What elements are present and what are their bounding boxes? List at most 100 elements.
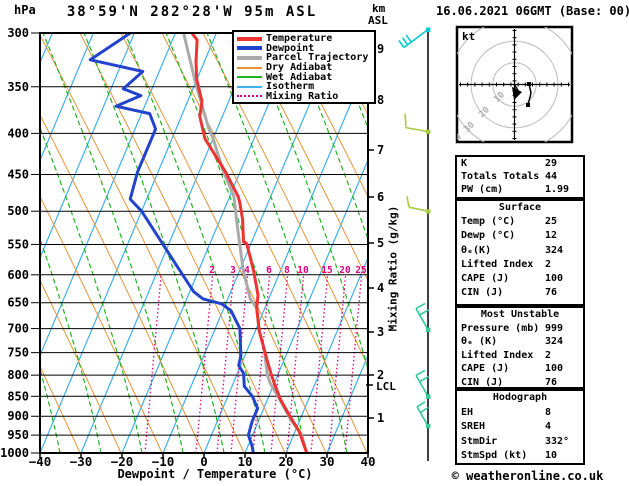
footer-credit: © weatheronline.co.uk bbox=[451, 469, 604, 483]
indices-table-main: K 29 Totals Totals 44 PW (cm) 1.99 bbox=[455, 155, 585, 199]
chart-legend: Temperature Dewpoint Parcel Trajectory Dry … bbox=[232, 30, 376, 105]
km-axis: 9 8 7 6 5 4 3 2 1 LCL bbox=[366, 42, 396, 425]
table-row: Totals Totals 44 bbox=[457, 170, 583, 183]
table-row: CIN (J) 76 bbox=[457, 286, 583, 300]
hodograph-ring-label: 40 bbox=[449, 132, 464, 147]
table-row: K 29 bbox=[457, 157, 583, 170]
table-row-label: SREH bbox=[461, 421, 486, 432]
mixing-ratio-value-label: 25 bbox=[355, 265, 367, 276]
legend-label: Dewpoint bbox=[266, 42, 315, 54]
mixing-ratio-labels: 2 3 4 6 8 10 15 20 25 bbox=[209, 265, 367, 276]
table-row: Lifted Index 2 bbox=[457, 349, 583, 363]
legend-item: Parcel Trajectory bbox=[237, 53, 374, 63]
table-row-value: 76 bbox=[545, 287, 558, 299]
pressure-unit-label: hPa bbox=[14, 3, 36, 17]
mixing-ratio-value-label: 8 bbox=[284, 265, 290, 276]
temperature-tick-label: 20 bbox=[278, 454, 293, 469]
table-row: CAPE (J) 100 bbox=[457, 362, 583, 376]
legend-label: Mixing Ratio bbox=[266, 90, 339, 102]
table-row-label: θₑ (K) bbox=[461, 336, 498, 347]
legend-item: Temperature bbox=[237, 34, 374, 44]
dry-adiabat-lines bbox=[40, 33, 368, 453]
legend-swatch-isotherm bbox=[237, 85, 262, 88]
table-row-label: Temp (°C) bbox=[461, 216, 516, 228]
table-row: Dewp (°C) 12 bbox=[457, 229, 583, 243]
altitude-ref-label: ASL bbox=[368, 14, 388, 27]
table-row-label: θₑ(K) bbox=[461, 244, 492, 256]
pressure-tick-label: 900 bbox=[7, 409, 29, 423]
pressure-tick-label: 550 bbox=[7, 237, 29, 251]
pressure-tick-label: 500 bbox=[7, 204, 29, 218]
table-row: StmSpd (kt) 10 bbox=[457, 449, 583, 464]
temperature-tick-label: 40 bbox=[360, 454, 375, 469]
table-row-value: 999 bbox=[545, 322, 564, 334]
table-row-label: Pressure (mb) bbox=[461, 322, 540, 334]
mixing-ratio-value-label: 2 bbox=[209, 265, 215, 276]
table-row-label: Lifted Index bbox=[461, 258, 534, 270]
km-tick-label: 2 bbox=[377, 368, 384, 382]
table-row: Pressure (mb) 999 bbox=[457, 322, 583, 336]
temperature-tick-label: −20 bbox=[111, 454, 134, 469]
table-row: PW (cm) 1.99 bbox=[457, 183, 583, 196]
temperature-tick-label: 30 bbox=[319, 454, 334, 469]
table-row-value: 332° bbox=[545, 435, 570, 447]
table-row-label: CIN (J) bbox=[461, 287, 504, 299]
table-section-title: Most Unstable bbox=[480, 309, 560, 320]
wind-barb bbox=[415, 302, 431, 333]
legend-swatch-dewpoint bbox=[237, 46, 262, 51]
table-row-value: 76 bbox=[545, 376, 558, 388]
mixing-ratio-value-label: 3 bbox=[230, 265, 236, 276]
pressure-tick-label: 600 bbox=[7, 268, 29, 282]
table-row: CIN (J) 76 bbox=[457, 376, 583, 390]
legend-item: Dewpoint bbox=[237, 42, 374, 54]
table-row-label: Dewp (°C) bbox=[461, 230, 516, 242]
table-row-label: StmDir bbox=[461, 435, 498, 447]
mixing-ratio-axis-label: Mixing Ratio (g/kg) bbox=[386, 205, 400, 332]
pressure-tick-label: 650 bbox=[7, 296, 29, 310]
wind-barb bbox=[406, 196, 431, 214]
temperature-ticks: −40 −30 −20 −10 0 10 20 30 40 bbox=[29, 453, 376, 469]
pressure-tick-label: 750 bbox=[7, 346, 29, 360]
legend-label: Parcel Trajectory bbox=[266, 52, 369, 64]
table-row: θₑ (K) 324 bbox=[457, 335, 583, 349]
table-row-value: 4 bbox=[545, 421, 552, 432]
table-row-label: StmSpd (kt) bbox=[461, 450, 528, 461]
pressure-tick-label: 700 bbox=[7, 322, 29, 336]
pressure-tick-label: 400 bbox=[7, 126, 29, 140]
date-label: 16.06.2021 06GMT (Base: 00) bbox=[436, 4, 629, 18]
table-row-label: CAPE (J) bbox=[461, 272, 510, 284]
indices-table-surface: Surface Temp (°C) 25 Dewp (°C) 12 θₑ(K) 324 Lif… bbox=[455, 199, 585, 306]
table-row-value: 44 bbox=[545, 171, 558, 183]
legend-swatch-wet-adiabat bbox=[237, 76, 262, 79]
km-tick-label: 1 bbox=[377, 411, 384, 425]
wet-adiabat-lines bbox=[40, 33, 368, 453]
table-row-value: 10 bbox=[545, 450, 558, 461]
table-row-label: EH bbox=[461, 406, 474, 418]
pressure-tick-label: 950 bbox=[7, 428, 29, 442]
pressure-tick-label: 1000 bbox=[0, 446, 29, 460]
lcl-label: LCL bbox=[376, 380, 396, 393]
legend-item: Mixing Ratio bbox=[237, 90, 374, 102]
table-row-label: K bbox=[461, 158, 468, 169]
km-tick-label: 7 bbox=[377, 143, 384, 157]
dewpoint-curve bbox=[88, 33, 260, 453]
wind-barb bbox=[415, 369, 431, 399]
km-tick-label: 8 bbox=[377, 93, 384, 107]
mixing-ratio-value-label: 15 bbox=[321, 265, 333, 276]
table-row-value: 324 bbox=[545, 336, 564, 347]
table-row-value: 12 bbox=[545, 230, 558, 242]
table-row: StmDir 332° bbox=[457, 435, 583, 450]
pressure-tick-label: 350 bbox=[7, 80, 29, 94]
legend-label: Temperature bbox=[266, 33, 333, 45]
indices-table-hodograph: Hodograph EH 8 SREH 4 StmDir 332° StmSpd (kt) 10 bbox=[455, 389, 585, 465]
legend-item: Wet Adiabat bbox=[237, 72, 374, 82]
legend-swatch-dry-adiabat bbox=[237, 66, 262, 69]
temperature-tick-label: 0 bbox=[200, 454, 208, 469]
mixing-ratio-value-label: 20 bbox=[339, 265, 351, 276]
legend-label: Isotherm bbox=[266, 81, 315, 93]
table-row-value: 100 bbox=[545, 363, 564, 374]
table-row: Lifted Index 2 bbox=[457, 258, 583, 272]
table-row-label: CAPE (J) bbox=[461, 363, 510, 374]
mixing-ratio-value-label: 6 bbox=[266, 265, 272, 276]
